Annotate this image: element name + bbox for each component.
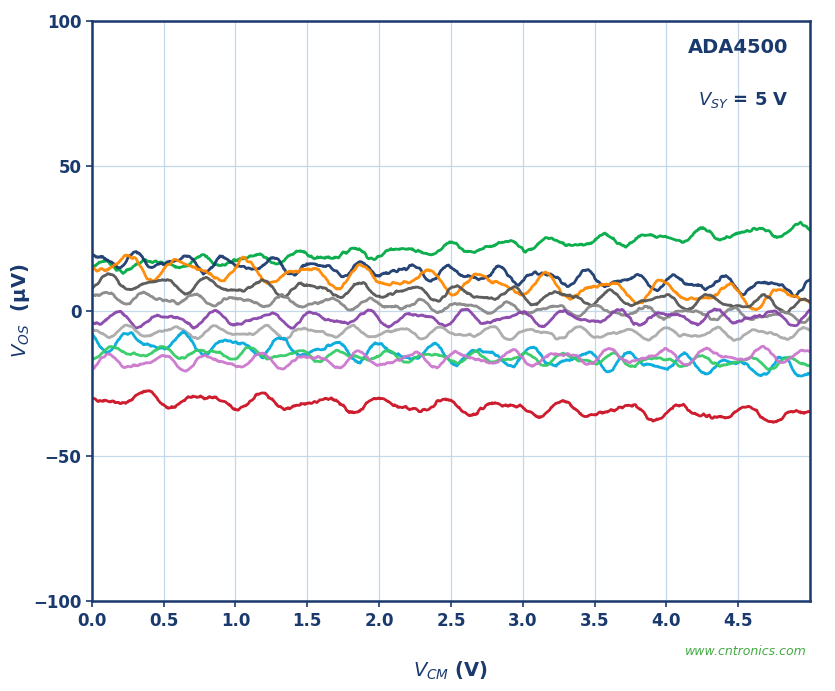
Text: $V_{CM}$ (V): $V_{CM}$ (V) — [413, 659, 488, 681]
Text: $V_{OS}$  (μV): $V_{OS}$ (μV) — [8, 264, 32, 358]
Text: ADA4500: ADA4500 — [688, 38, 788, 57]
Text: $V_{SY}$ = 5 V: $V_{SY}$ = 5 V — [698, 91, 788, 111]
Text: www.cntronics.com: www.cntronics.com — [685, 645, 807, 658]
